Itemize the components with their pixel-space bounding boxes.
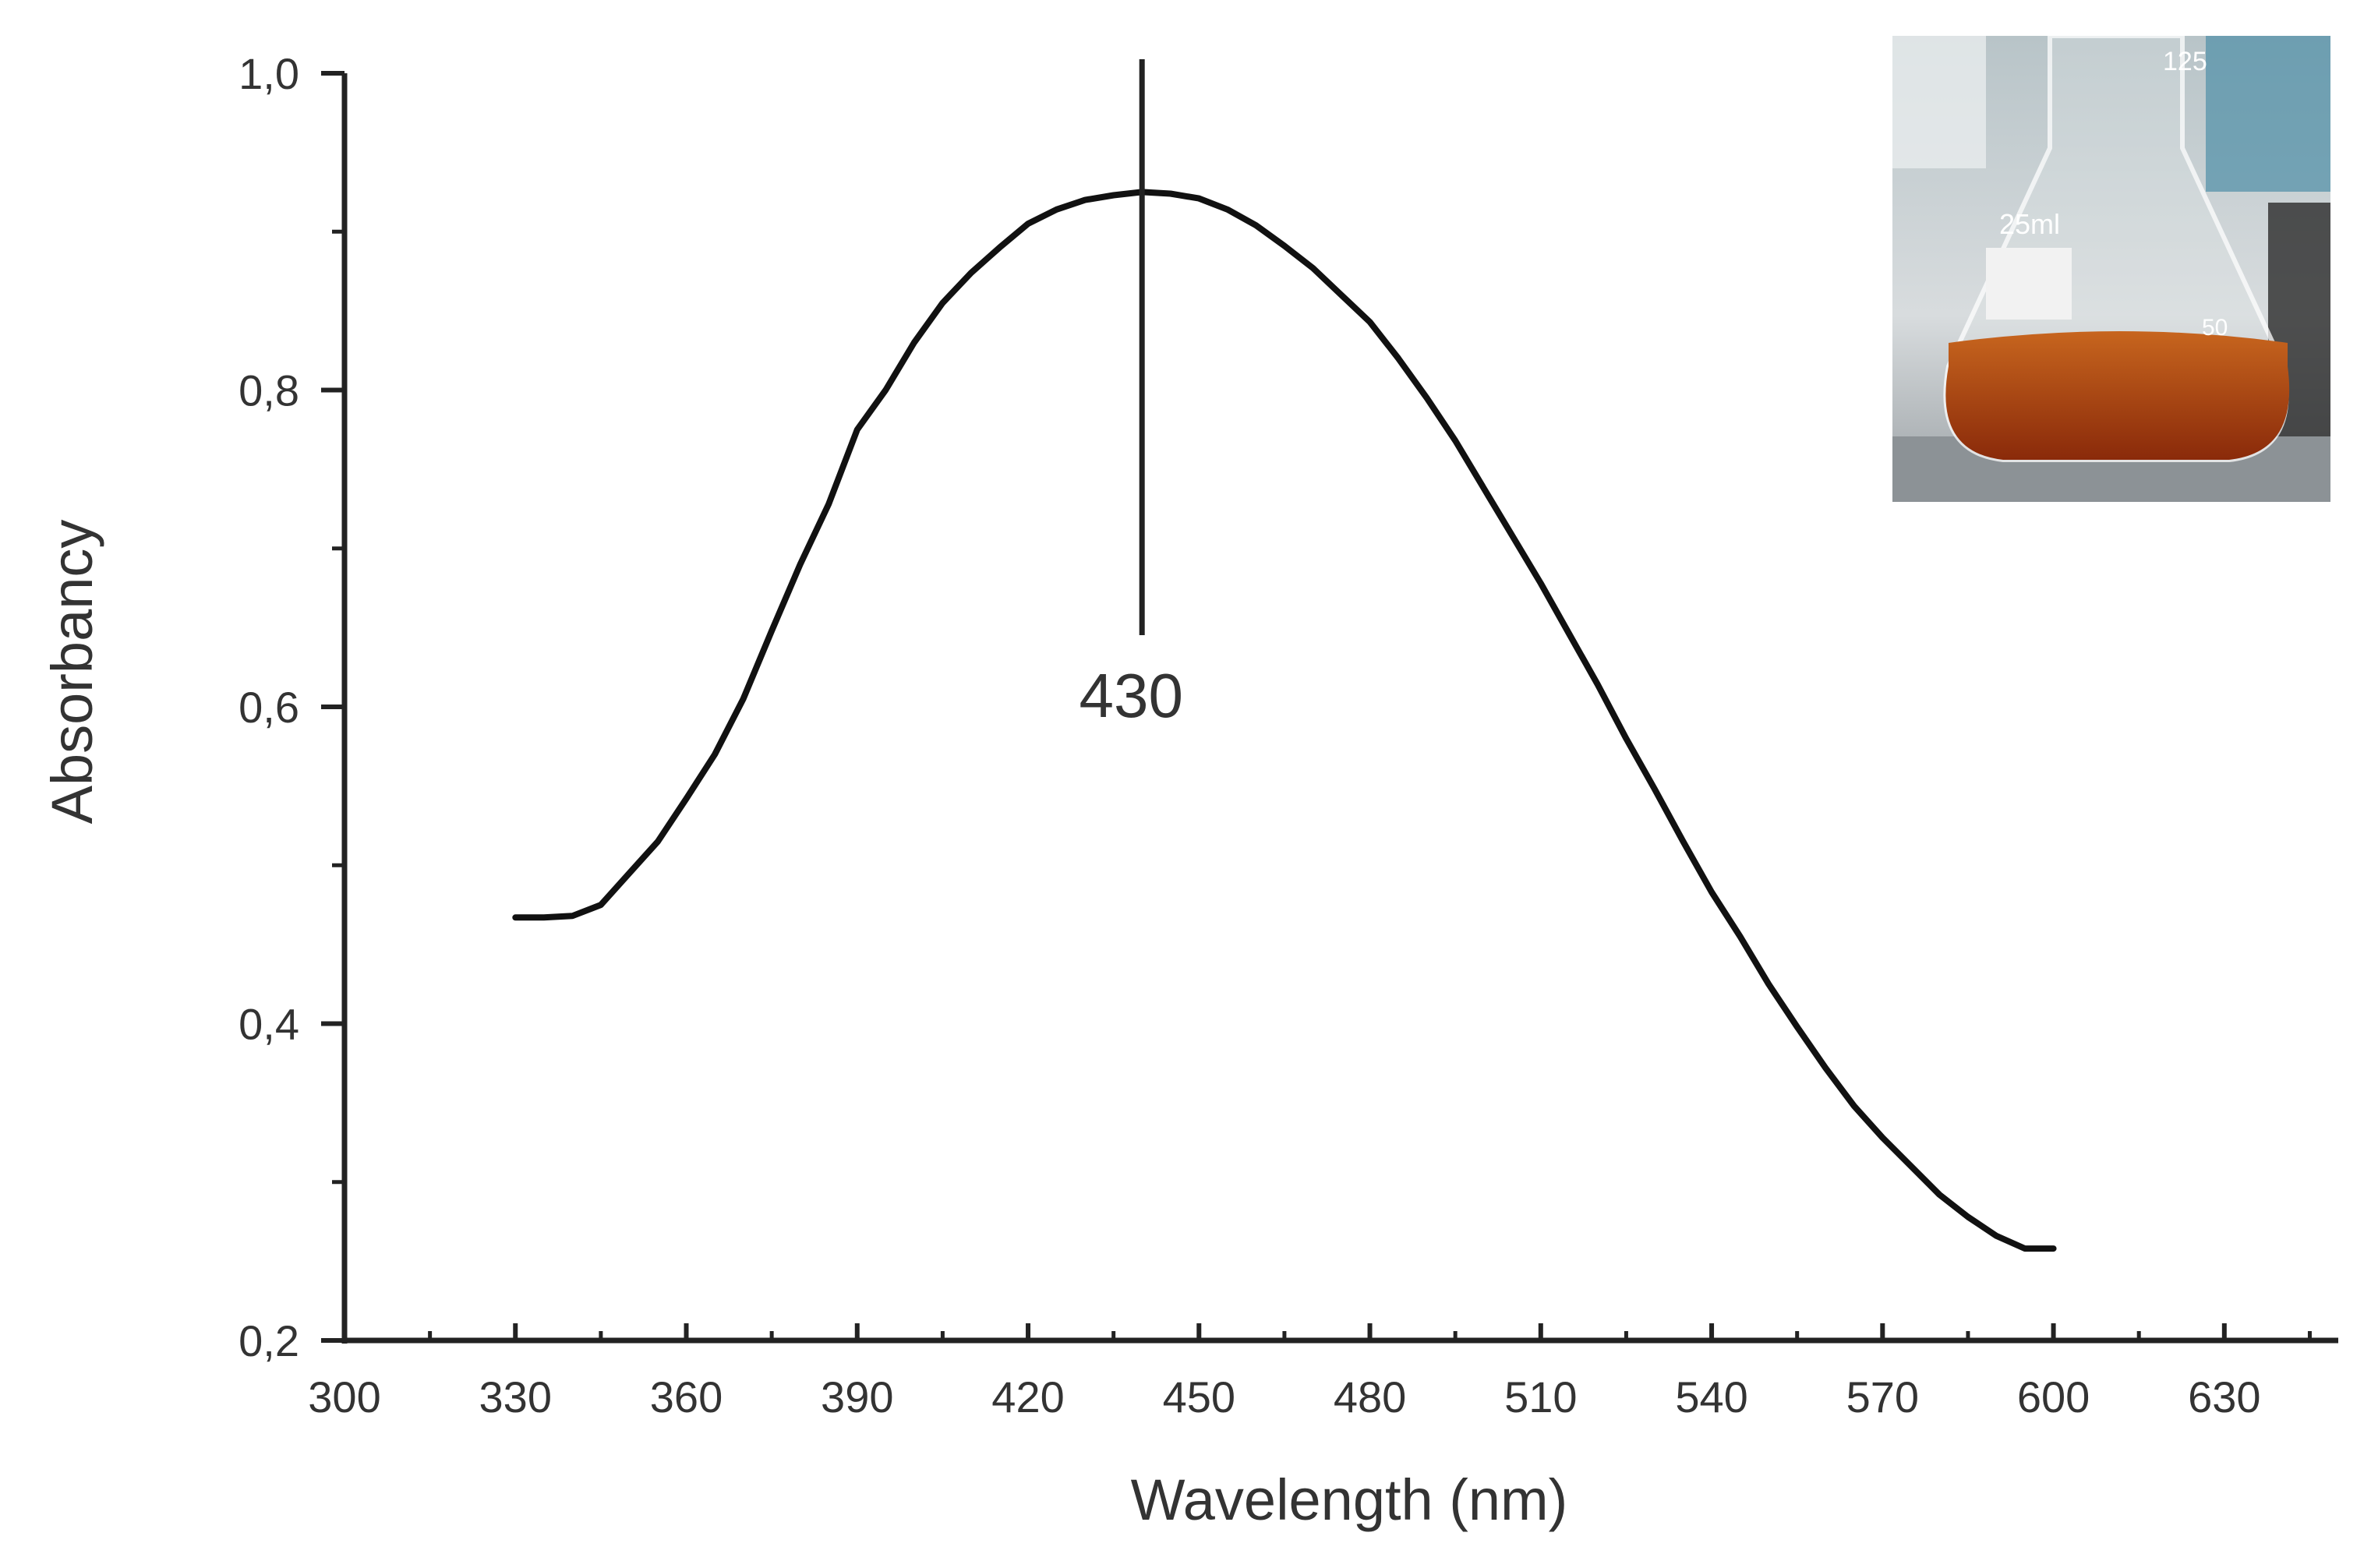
flask-marking-25ml: 25ml [1999,208,2060,240]
y-tick-label-0.8: 0,8 [239,366,299,415]
x-tick-label-420: 420 [991,1372,1064,1421]
x-tick-label-480: 480 [1334,1372,1406,1421]
peak-annotation: 430 [1079,59,1183,730]
x-tick-label-570: 570 [1846,1372,1919,1421]
x-tick-label-600: 600 [2017,1372,2090,1421]
flask-marking-125: 125 [2163,47,2207,76]
y-axis-title: Absorbancy [40,520,104,825]
inset-left-object [1892,36,1986,168]
y-ticks: 0,2 0,4 0,6 0,8 1,0 [239,49,345,1365]
x-tick-label-450: 450 [1163,1372,1235,1421]
x-tick-label-390: 390 [821,1372,893,1421]
inset-flask-photo: 125 25ml 50 [1892,36,2330,502]
x-tick-label-330: 330 [479,1372,552,1421]
inset-blue-object [2206,36,2330,192]
x-tick-label-300: 300 [308,1372,380,1421]
y-tick-label-0.4: 0,4 [239,1000,299,1049]
flask-marking-50: 50 [2202,315,2228,341]
x-tick-label-630: 630 [2188,1372,2260,1421]
flask-label-patch [1986,248,2072,320]
absorbance-series-line [512,189,2057,1252]
x-ticks: 300 330 360 390 420 450 480 510 540 570 600 630 [308,1323,2312,1421]
flask-liquid [1945,331,2290,460]
y-tick-label-1: 1,0 [239,49,299,98]
x-axis-title: Wavelength (nm) [1131,1467,1568,1532]
y-tick-label-0.2: 0,2 [239,1316,299,1365]
x-tick-label-510: 510 [1504,1372,1577,1421]
y-tick-label-0.6: 0,6 [239,683,299,732]
x-tick-label-360: 360 [650,1372,723,1421]
peak-label: 430 [1079,661,1182,730]
x-tick-label-540: 540 [1675,1372,1747,1421]
